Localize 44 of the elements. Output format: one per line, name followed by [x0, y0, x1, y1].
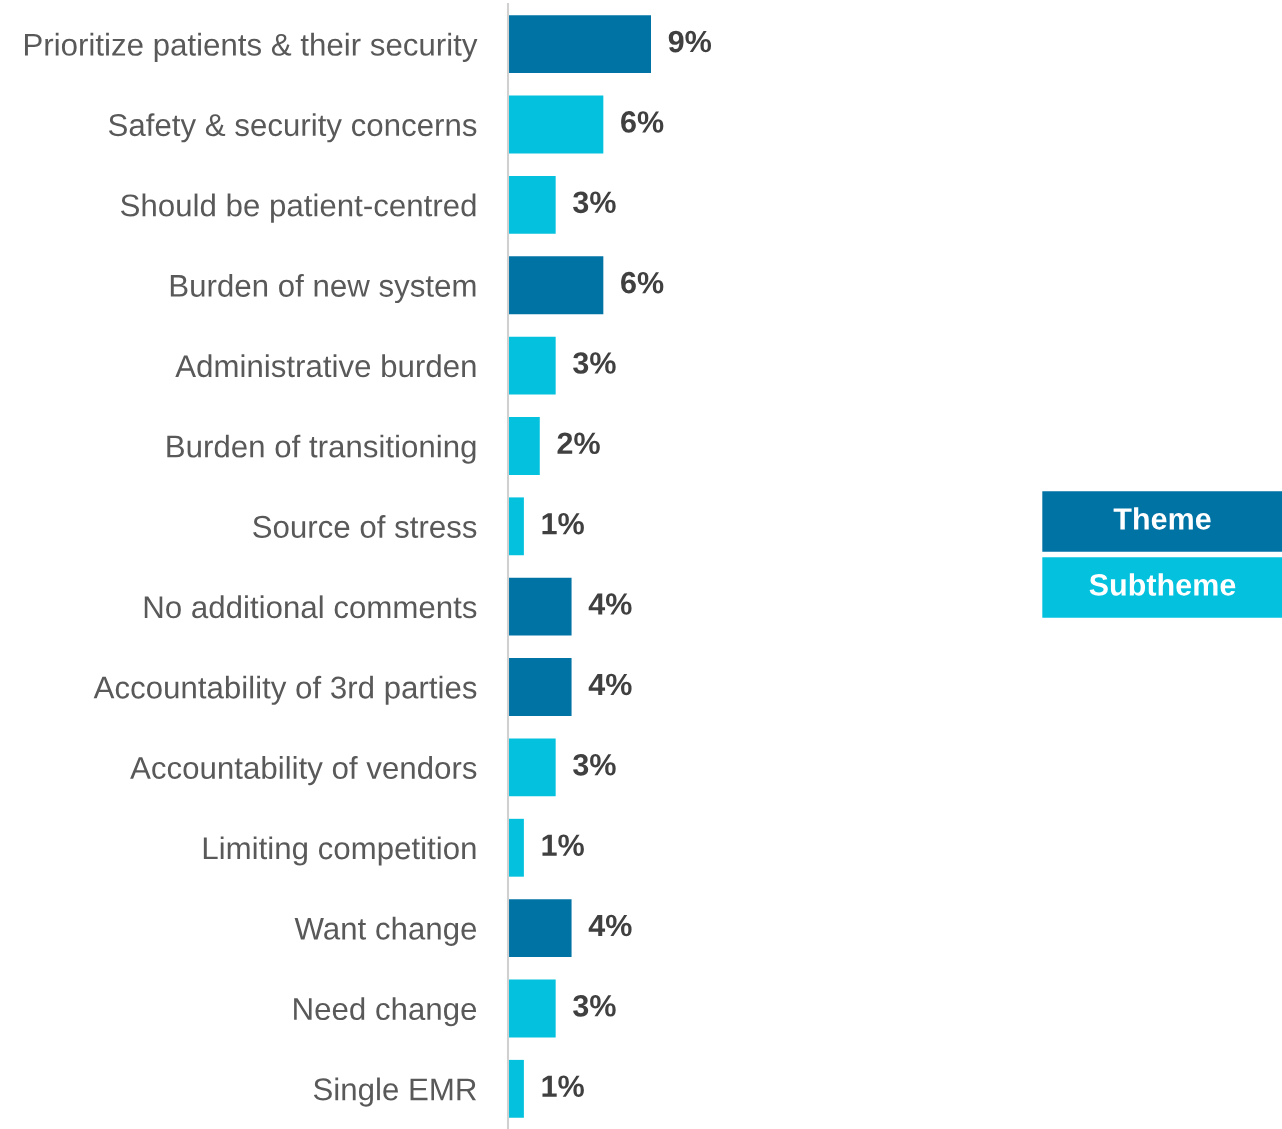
y-tick-label: Accountability of 3rd parties	[93, 675, 477, 705]
y-tick-label: Source of stress	[253, 515, 477, 538]
data-label: 1%	[542, 1075, 584, 1097]
bar	[508, 256, 604, 315]
data-label: 4%	[588, 914, 632, 937]
data-label: 4%	[588, 673, 632, 696]
y-tick-label: Should be patient-centred	[121, 193, 476, 223]
data-label: 3%	[573, 191, 616, 214]
data-label: 2%	[557, 432, 600, 455]
bar	[508, 336, 556, 395]
bar	[508, 577, 572, 636]
bar	[508, 95, 604, 154]
y-tick-label: Prioritize patients & their security	[25, 32, 478, 62]
data-label: 3%	[573, 753, 616, 776]
bar	[508, 738, 556, 797]
data-label: 6%	[621, 111, 664, 133]
bar	[508, 818, 524, 877]
data-label: 9%	[668, 30, 712, 53]
y-tick-label: Safety & security concerns	[108, 113, 477, 143]
y-tick-label: Limiting competition	[203, 836, 476, 866]
y-tick-label: Single EMR	[313, 1077, 476, 1107]
data-label: 4%	[588, 593, 632, 615]
bar	[508, 979, 556, 1038]
y-tick-label: Accountability of vendors	[130, 756, 477, 786]
bar	[508, 658, 572, 716]
y-tick-label: Want change	[294, 916, 477, 946]
bar	[508, 175, 556, 234]
data-label: 3%	[573, 995, 616, 1017]
y-tick-label: Burden of transitioning	[167, 434, 476, 464]
bar	[508, 497, 524, 556]
text: Theme	[1113, 507, 1211, 530]
data-label: 3%	[573, 352, 616, 374]
bar	[508, 15, 651, 74]
y-tick-label: No additional comments	[144, 595, 477, 619]
text: Subtheme	[1089, 573, 1236, 596]
data-label: 6%	[621, 271, 664, 294]
y-tick-label: Need change	[294, 997, 477, 1027]
bar	[508, 899, 572, 958]
bar	[508, 417, 540, 475]
y-tick-label: Burden of new system	[170, 273, 476, 304]
data-label: 1%	[542, 834, 584, 856]
bar	[508, 1059, 524, 1118]
data-label: 1%	[542, 512, 584, 535]
y-tick-label: Administrative burden	[175, 354, 476, 378]
